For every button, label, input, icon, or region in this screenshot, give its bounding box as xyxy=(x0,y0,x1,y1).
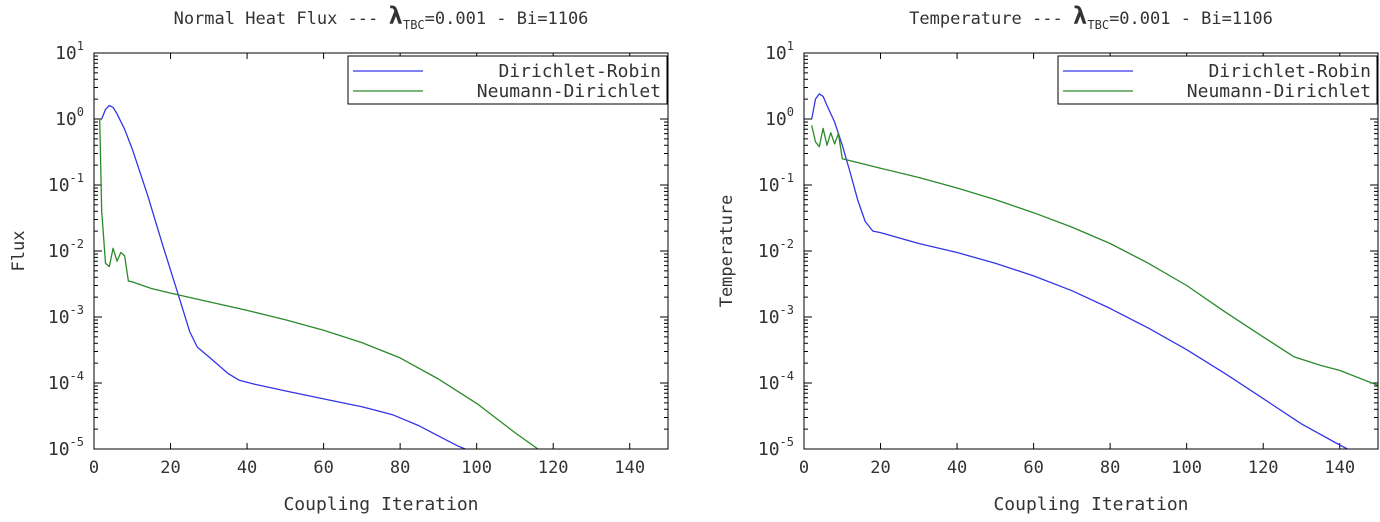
legend-label: Dirichlet-Robin xyxy=(1208,61,1371,82)
y-tick-label: 10-2 xyxy=(48,237,84,262)
y-tick-label: 10-5 xyxy=(48,435,84,460)
y-tick-label: 10-3 xyxy=(48,303,84,328)
y-tick-exponent: -1 xyxy=(780,171,794,185)
y-tick-exponent: -3 xyxy=(70,303,84,317)
y-tick-exponent: -4 xyxy=(70,369,84,383)
y-tick-label: 101 xyxy=(765,39,794,64)
y-tick-label: 100 xyxy=(55,105,84,130)
x-tick-label: 40 xyxy=(237,458,257,478)
y-tick-label: 10-1 xyxy=(758,171,794,196)
y-tick-base: 10 xyxy=(758,439,780,460)
x-tick-label: 140 xyxy=(1324,458,1355,478)
y-axis-label: Flux xyxy=(9,231,29,272)
y-tick-base: 10 xyxy=(758,373,780,394)
x-tick-label: 80 xyxy=(1100,458,1120,478)
x-axis-label: Coupling Iteration xyxy=(993,494,1188,515)
y-tick-label: 10-1 xyxy=(48,171,84,196)
legend-box xyxy=(1057,55,1378,105)
x-tick-label: 40 xyxy=(947,458,967,478)
y-tick-exponent: -2 xyxy=(780,237,794,251)
x-tick-label: 100 xyxy=(1171,458,1202,478)
y-tick-base: 10 xyxy=(48,307,70,328)
y-tick-label: 100 xyxy=(765,105,794,130)
x-tick-label: 20 xyxy=(160,458,180,478)
legend-label: Neumann-Dirichlet xyxy=(1187,81,1371,102)
chart-title: Temperature --- λTBC=0.001 - Bi=1106 xyxy=(909,2,1273,32)
plot-frame xyxy=(803,52,1379,450)
y-tick-exponent: -5 xyxy=(780,435,794,449)
legend-label: Neumann-Dirichlet xyxy=(477,81,661,102)
x-tick-label: 120 xyxy=(1248,458,1279,478)
y-tick-label: 10-5 xyxy=(758,435,794,460)
y-tick-label: 10-2 xyxy=(758,237,794,262)
series-line-dirichlet-robin xyxy=(811,93,1348,449)
series-line-neumann-dirichlet xyxy=(811,125,1378,387)
chart-title: Normal Heat Flux --- λTBC=0.001 - Bi=110… xyxy=(174,2,589,32)
x-tick-label: 100 xyxy=(461,458,492,478)
y-tick-exponent: -4 xyxy=(780,369,794,383)
y-tick-base: 10 xyxy=(55,43,77,64)
x-tick-label: 120 xyxy=(538,458,569,478)
x-tick-label: 140 xyxy=(614,458,645,478)
chart-title-text: Normal Heat Flux --- xyxy=(174,9,389,29)
y-tick-label: 10-3 xyxy=(758,303,794,328)
y-tick-base: 10 xyxy=(758,307,780,328)
series-line-neumann-dirichlet xyxy=(99,118,539,449)
chart-title-lambda: λ xyxy=(389,2,403,30)
y-tick-exponent: -2 xyxy=(70,237,84,251)
plot-frame xyxy=(93,52,669,450)
chart-title-suffix: =0.001 - Bi=1106 xyxy=(1109,9,1273,29)
temperature-chart: Temperature --- λTBC=0.001 - Bi=1106 0 20 4… xyxy=(717,2,1379,515)
y-tick-label: 10-4 xyxy=(758,369,794,394)
y-tick-exponent: -5 xyxy=(70,435,84,449)
x-axis-label: Coupling Iteration xyxy=(283,494,478,515)
x-tick-label: 20 xyxy=(870,458,890,478)
y-tick-base: 10 xyxy=(55,109,77,130)
x-tick-label: 80 xyxy=(390,458,410,478)
x-tick-label: 0 xyxy=(89,458,99,478)
y-tick-exponent: 0 xyxy=(787,105,794,119)
y-axis-label: Temperature xyxy=(717,195,737,308)
series-line-dirichlet-robin xyxy=(101,104,466,449)
chart-title-subscript: TBC xyxy=(403,18,425,32)
legend-box xyxy=(347,55,668,105)
y-tick-exponent: 1 xyxy=(77,39,84,53)
y-tick-label: 10-4 xyxy=(48,369,84,394)
y-tick-base: 10 xyxy=(48,175,70,196)
chart-title-suffix: =0.001 - Bi=1106 xyxy=(425,9,589,29)
x-tick-label: 0 xyxy=(799,458,809,478)
y-tick-exponent: 1 xyxy=(787,39,794,53)
x-tick-label: 60 xyxy=(313,458,333,478)
y-tick-exponent: -3 xyxy=(780,303,794,317)
chart-title-lambda: λ xyxy=(1073,2,1087,30)
legend-label: Dirichlet-Robin xyxy=(498,61,661,82)
y-tick-exponent: -1 xyxy=(70,171,84,185)
y-tick-base: 10 xyxy=(765,109,787,130)
y-tick-base: 10 xyxy=(765,43,787,64)
chart-title-text: Temperature --- xyxy=(909,9,1073,29)
y-tick-label: 101 xyxy=(55,39,84,64)
y-tick-base: 10 xyxy=(48,241,70,262)
x-tick-label: 60 xyxy=(1023,458,1043,478)
chart-title-subscript: TBC xyxy=(1087,18,1109,32)
y-tick-exponent: 0 xyxy=(77,105,84,119)
y-tick-base: 10 xyxy=(758,175,780,196)
y-tick-base: 10 xyxy=(758,241,780,262)
flux-chart: Normal Heat Flux --- λTBC=0.001 - Bi=110… xyxy=(9,2,669,515)
y-tick-base: 10 xyxy=(48,373,70,394)
y-tick-base: 10 xyxy=(48,439,70,460)
